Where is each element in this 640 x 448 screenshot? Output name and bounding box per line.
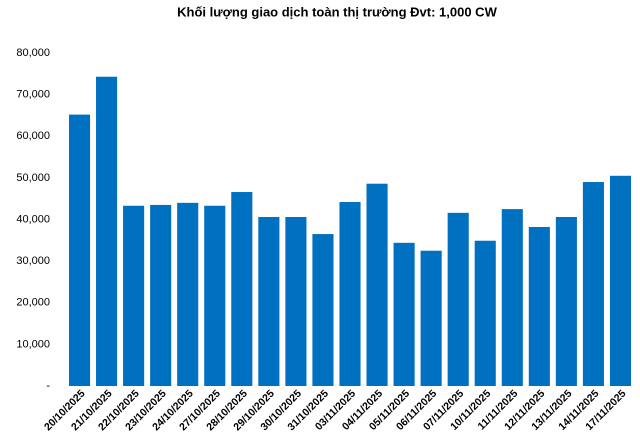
bar <box>447 212 469 386</box>
bar <box>501 209 523 386</box>
bar <box>150 204 172 386</box>
y-tick-label: - <box>46 380 50 392</box>
bar <box>366 183 388 386</box>
bar <box>582 182 604 386</box>
y-tick-label: 30,000 <box>16 255 50 267</box>
bar <box>204 205 226 386</box>
bar <box>96 76 118 386</box>
y-tick-label: 60,000 <box>16 130 50 142</box>
bar <box>68 114 91 386</box>
bar <box>528 226 550 386</box>
y-tick-label: 50,000 <box>16 172 50 184</box>
bar <box>339 202 361 386</box>
bar <box>231 192 253 386</box>
bar <box>123 205 145 386</box>
chart-title: Khối lượng giao dịch toàn thị trường Đvt… <box>177 4 497 19</box>
bar <box>177 202 199 386</box>
y-tick-label: 40,000 <box>16 213 50 225</box>
bar <box>474 240 496 386</box>
bar <box>555 217 577 386</box>
y-tick-label: 70,000 <box>16 89 50 101</box>
y-tick-label: 10,000 <box>16 338 50 350</box>
bar <box>609 175 632 386</box>
bar <box>285 217 307 386</box>
y-tick-label: 20,000 <box>16 297 50 309</box>
bar <box>393 242 415 386</box>
bar <box>420 250 442 386</box>
y-tick-label: 80,000 <box>16 47 50 59</box>
bar <box>312 234 334 386</box>
bar <box>258 217 280 386</box>
